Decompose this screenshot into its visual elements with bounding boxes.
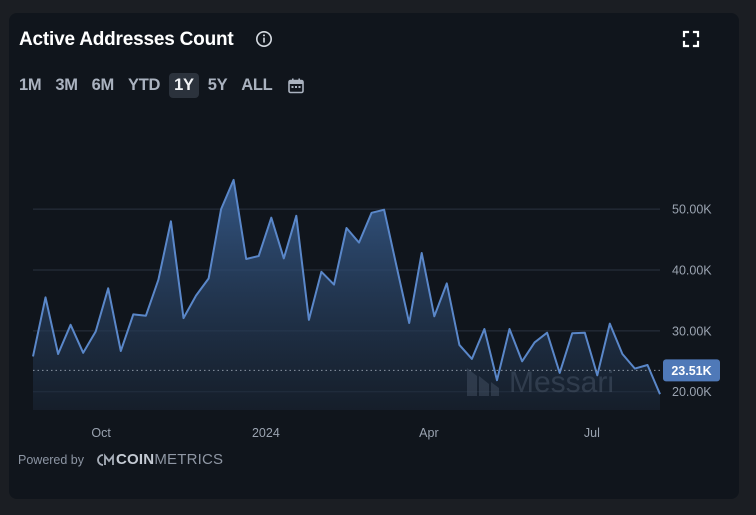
data-point-7 (120, 350, 122, 352)
data-point-0 (32, 355, 34, 357)
data-point-23 (320, 271, 322, 273)
y-tick-label: 40.00K (672, 264, 712, 278)
data-point-47 (621, 353, 623, 355)
data-point-32 (433, 315, 435, 317)
coinmetrics-icon (97, 452, 114, 466)
data-point-15 (220, 208, 222, 210)
x-tick-label: Oct (91, 426, 111, 440)
info-icon[interactable] (255, 30, 273, 48)
data-point-40 (533, 341, 535, 343)
data-point-49 (646, 364, 648, 366)
data-point-19 (270, 216, 272, 218)
data-point-50 (659, 393, 661, 395)
y-tick-label: 20.00K (672, 385, 712, 399)
data-point-22 (308, 319, 310, 321)
data-point-43 (571, 332, 573, 334)
data-point-42 (558, 372, 560, 374)
data-point-18 (258, 255, 260, 257)
range-6m[interactable]: 6M (91, 76, 115, 94)
data-point-12 (182, 317, 184, 319)
range-3m[interactable]: 3M (55, 76, 78, 94)
data-point-14 (207, 277, 209, 279)
data-point-29 (395, 266, 397, 268)
data-point-41 (546, 331, 548, 333)
range-1y[interactable]: 1Y (169, 73, 199, 98)
data-point-3 (69, 324, 71, 326)
data-point-33 (446, 282, 448, 284)
fullscreen-icon[interactable] (682, 30, 700, 48)
data-point-48 (634, 367, 636, 369)
data-point-31 (421, 252, 423, 254)
range-5y[interactable]: 5Y (207, 76, 228, 94)
data-point-21 (295, 215, 297, 217)
range-all[interactable]: ALL (241, 76, 273, 94)
data-point-39 (521, 360, 523, 362)
data-point-44 (584, 331, 586, 333)
current-value-label: 23.51K (671, 364, 711, 378)
data-point-37 (496, 379, 498, 381)
data-point-10 (157, 279, 159, 281)
data-point-30 (408, 322, 410, 324)
data-point-20 (283, 257, 285, 259)
data-point-17 (245, 258, 247, 260)
x-tick-label: Jul (584, 426, 600, 440)
data-point-13 (195, 294, 197, 296)
data-point-11 (170, 220, 172, 222)
chart-title: Active Addresses Count (19, 29, 234, 50)
data-point-6 (107, 287, 109, 289)
data-point-28 (383, 209, 385, 211)
x-tick-label: 2024 (252, 426, 280, 440)
brand-bold: COIN (116, 451, 155, 468)
powered-by-label: Powered by (18, 452, 85, 467)
calendar-icon[interactable] (287, 77, 305, 95)
data-point-4 (82, 352, 84, 354)
data-point-1 (44, 296, 46, 298)
data-point-8 (132, 313, 134, 315)
data-point-16 (232, 179, 234, 181)
brand-light: METRICS (154, 451, 224, 468)
data-point-36 (483, 328, 485, 330)
data-point-25 (345, 227, 347, 229)
data-point-9 (145, 314, 147, 316)
data-point-2 (57, 353, 59, 355)
data-point-27 (370, 212, 372, 214)
data-point-38 (508, 328, 510, 330)
series-line (32, 178, 661, 395)
range-1m[interactable]: 1M (19, 76, 42, 94)
range-ytd[interactable]: YTD (127, 76, 161, 94)
y-tick-label: 50.00K (672, 203, 712, 217)
data-point-24 (333, 283, 335, 285)
y-tick-label: 30.00K (672, 324, 712, 338)
data-point-26 (358, 241, 360, 243)
x-tick-label: Apr (419, 426, 438, 440)
time-range-selector: 1M 3M 6M YTD 1Y 5Y ALL (14, 73, 305, 98)
data-point-5 (95, 330, 97, 332)
data-point-46 (609, 322, 611, 324)
coinmetrics-logo[interactable]: COIN METRICS (94, 451, 223, 468)
current-value-badge: 23.51K (663, 359, 720, 382)
data-point-45 (596, 374, 598, 376)
data-point-35 (471, 358, 473, 360)
data-point-34 (458, 344, 460, 346)
area-fill (33, 179, 660, 410)
powered-by: Powered by COIN METRICS (18, 451, 223, 468)
